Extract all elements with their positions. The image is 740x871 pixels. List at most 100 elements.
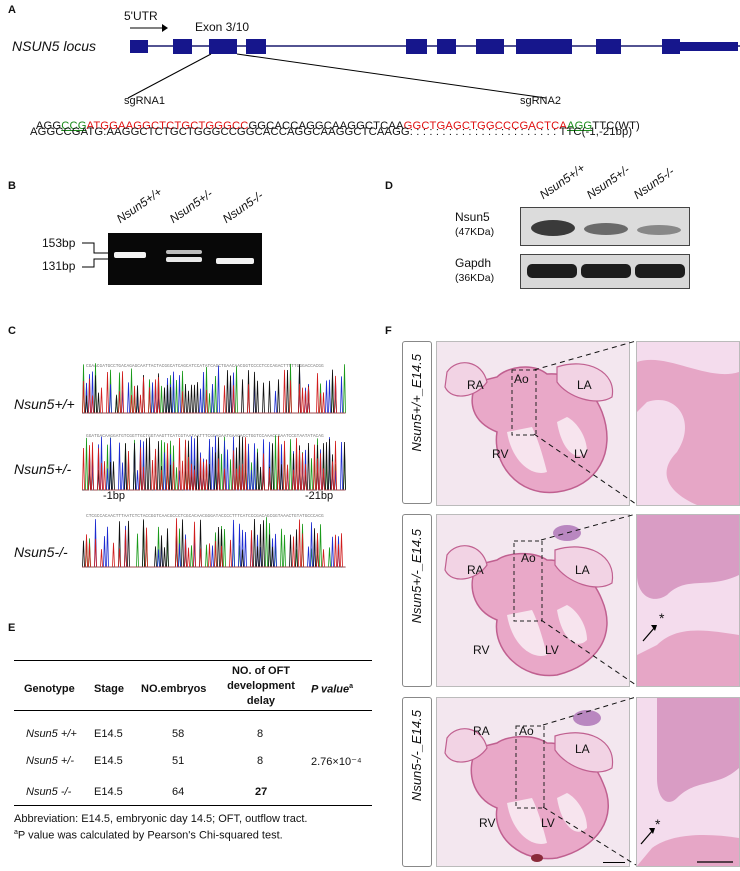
label-lv: LV xyxy=(545,643,559,657)
pam-1: CCG xyxy=(61,120,87,132)
wt-sequence: AGGCCGATGGAAGGCTCTGCTGGGCCGGCACCAGGCAAGG… xyxy=(30,108,640,132)
chromatogram-trace xyxy=(82,519,346,568)
locus-label: NSUN5 locus xyxy=(12,38,97,54)
header-stage: Stage xyxy=(94,683,124,695)
gene-structure-diagram xyxy=(127,24,740,99)
genotype-frame: Nsun5+/+_E14.5 xyxy=(402,341,432,504)
blot1-kda: (47KDa) xyxy=(455,226,495,238)
oft-table: Genotype Stage NO.embryos NO. of OFT dev… xyxy=(14,660,372,810)
sgrna2-label: sgRNA2 xyxy=(520,95,561,107)
label-rv: RV xyxy=(473,643,490,657)
row-genotype: Nsun5 -/- xyxy=(26,786,72,798)
genotype-label: Nsun5+/-_E14.5 xyxy=(409,529,424,624)
base-call-row: GGATGACAAGGATGTCGGTTGCTGGTAAGTTCATCGTAAT… xyxy=(86,433,324,439)
sequencing-chromatograms: CGAACGATGCCTGACAGAGCAATTACTACGGCATCAGCAT… xyxy=(82,363,346,568)
asterisk-marker: * xyxy=(655,816,661,832)
pam-2: AGG xyxy=(566,120,593,132)
row-stage: E14.5 xyxy=(94,728,123,740)
oft-zoom-wt xyxy=(636,341,740,506)
row-stage: E14.5 xyxy=(94,755,123,767)
label-ao: Ao xyxy=(521,551,536,565)
row-embryos: 64 xyxy=(172,786,185,798)
heart-section-wt: RA Ao LA RV LV xyxy=(436,341,630,506)
table-note-2: aP value was calculated by Pearson's Chi… xyxy=(14,829,283,842)
gel-lane-label: Nsun5-/- xyxy=(219,188,266,226)
chromatogram-genotype: Nsun5+/- xyxy=(14,461,72,477)
row-oft: 8 xyxy=(257,755,264,767)
genotype-frame: Nsun5+/-_E14.5 xyxy=(402,514,432,687)
seq-seg: AGG xyxy=(35,120,62,132)
gel-lane-label: Nsun5+/- xyxy=(166,186,216,226)
panel-d-label: D xyxy=(385,180,393,192)
label-lv: LV xyxy=(574,447,588,461)
chromatogram-trace xyxy=(82,517,346,568)
mutant-sequence: AGGCCGATG:AAGGCTCTGCTGGGCCGGCACCAGGCAAGG… xyxy=(30,126,633,138)
marker-131: 131bp xyxy=(42,259,76,273)
header-embryos: NO.embryos xyxy=(141,683,207,695)
chromatogram-genotype: Nsun5+/+ xyxy=(14,396,75,412)
marker-lines xyxy=(82,242,108,268)
seq-seg: GGCACCAGGCAAGGCTCAA xyxy=(248,120,404,132)
table-top-rule xyxy=(14,660,372,661)
row-embryos: 51 xyxy=(172,755,185,767)
gel-lane-label: Nsun5+/+ xyxy=(113,184,165,226)
panel-c-label: C xyxy=(8,325,16,337)
seq-seg: TTC(WT) xyxy=(592,120,640,132)
blot-lane-label: Nsun5-/- xyxy=(630,164,677,202)
chromatogram-genotype: Nsun5-/- xyxy=(14,544,68,560)
panel-a-label: A xyxy=(8,4,16,16)
deletion-21bp-label: -21bp xyxy=(305,490,334,502)
chromatogram-label: Nsun5+/+ xyxy=(14,396,75,412)
chromatogram-trace xyxy=(82,518,346,568)
header-genotype: Genotype xyxy=(24,683,75,695)
panel-b-label: B xyxy=(8,180,16,192)
row-stage: E14.5 xyxy=(94,786,123,798)
label-ao: Ao xyxy=(519,724,534,738)
scale-bar xyxy=(603,862,625,863)
blot2-name: Gapdh xyxy=(455,256,492,270)
table-note-1: Abbreviation: E14.5, embryonic day 14.5;… xyxy=(14,813,308,825)
marker-153: 153bp xyxy=(42,236,76,250)
row-genotype: Nsun5 +/- xyxy=(26,755,74,767)
blot2-kda: (36KDa) xyxy=(455,272,495,284)
label-la: LA xyxy=(577,378,592,392)
asterisk-marker: * xyxy=(659,610,665,626)
label-ra: RA xyxy=(467,378,484,392)
agarose-gel xyxy=(108,233,262,285)
panel-e-label: E xyxy=(8,622,16,634)
base-call-row: CTCGCCACAACTTTAATCTCTACCGGTCAACGCCCTCGCA… xyxy=(86,513,324,519)
base-call-row: CGAACGATGCCTGACAGAGCAATTACTACGGCATCAGCAT… xyxy=(86,363,324,369)
exon-label: Exon 3/10 xyxy=(195,20,250,34)
label-rv: RV xyxy=(479,816,496,830)
label-ra: RA xyxy=(473,724,490,738)
nsun5-blot xyxy=(520,207,690,246)
row-oft: 8 xyxy=(257,728,264,740)
table-bottom-rule xyxy=(14,805,372,806)
row-oft: 27 xyxy=(255,786,268,798)
sgrna1-target: ATGGAAGGCTCTGCTGGGCC xyxy=(86,120,249,132)
panel-f-label: F xyxy=(385,325,392,337)
label-la: LA xyxy=(575,563,590,577)
zoom-connectors xyxy=(533,341,637,866)
sgrna1-label: sgRNA1 xyxy=(124,95,165,107)
chromatogram-trace xyxy=(82,518,346,568)
header-p: P valuea xyxy=(311,683,354,696)
blot-lane-label: Nsun5+/+ xyxy=(536,160,588,202)
blot1-name: Nsun5 xyxy=(455,210,490,224)
row-genotype: Nsun5 +/+ xyxy=(26,728,77,740)
table-mid-rule xyxy=(14,710,372,711)
label-ao: Ao xyxy=(514,372,529,386)
blot-lane-label: Nsun5+/- xyxy=(583,162,633,202)
oft-zoom-het: * xyxy=(636,514,740,687)
chromatogram-label: Nsun5+/- xyxy=(14,461,71,477)
header-p-text: P value xyxy=(311,683,350,696)
label-la: LA xyxy=(575,742,590,756)
label-rv: RV xyxy=(492,447,509,461)
oft-zoom-ko: * xyxy=(636,697,740,867)
sgrna2-target: GGCTGAGCTGGCCCGACTCA xyxy=(403,120,567,132)
genotype-frame: Nsun5-/-_E14.5 xyxy=(402,697,432,867)
header-oft-3: delay xyxy=(246,695,276,707)
label-ra: RA xyxy=(467,563,484,577)
header-oft-2: development xyxy=(227,680,295,692)
p-value: 2.76×10⁻⁴ xyxy=(311,756,362,768)
